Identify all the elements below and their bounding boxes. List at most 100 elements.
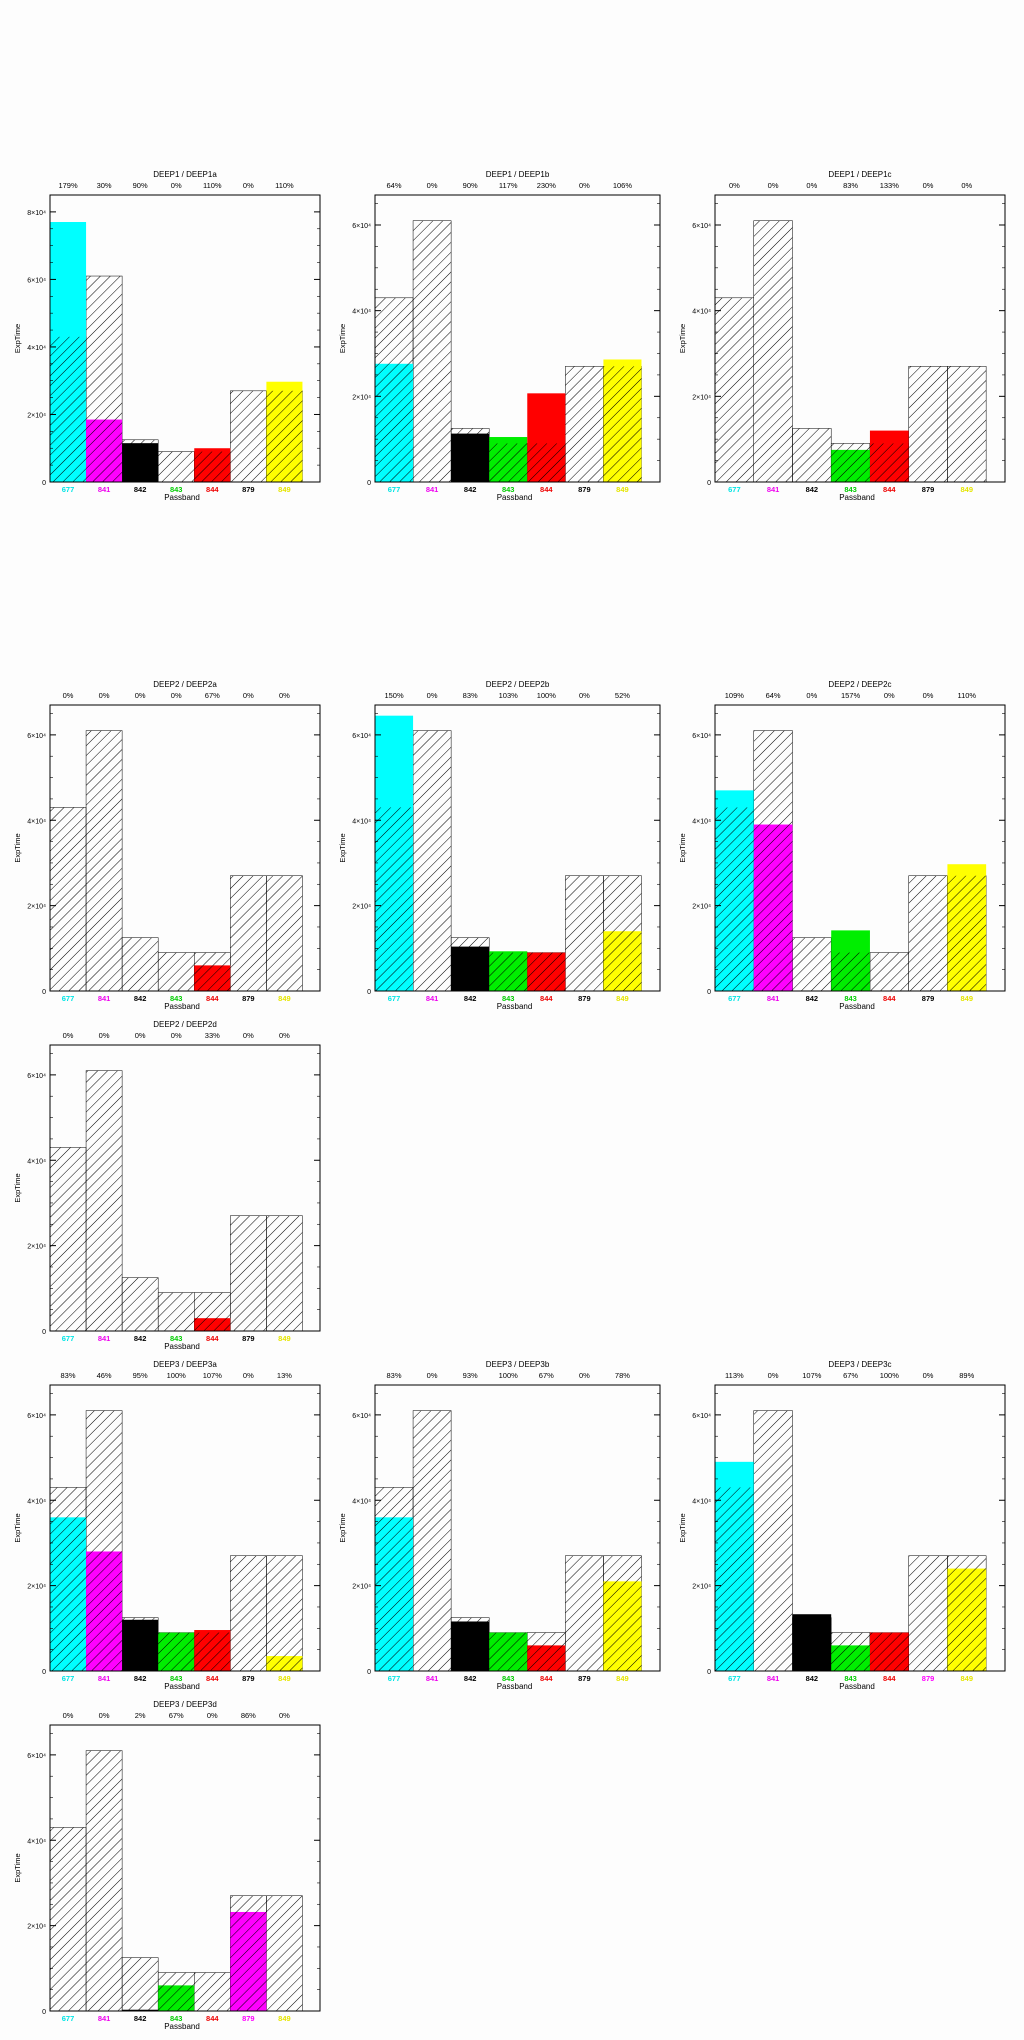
y-tick-label: 0 [367, 989, 371, 996]
category-label: 844 [883, 994, 896, 1003]
category-label: 677 [388, 485, 401, 494]
y-tick-label: 4×10⁴ [692, 309, 711, 316]
category-label: 841 [426, 994, 439, 1003]
y-axis-label: ExpTime [13, 324, 22, 353]
category-label: 844 [540, 994, 553, 1003]
percent-label: 0% [768, 181, 779, 190]
y-tick-label: 6×10⁴ [27, 733, 46, 740]
category-label: 844 [206, 2014, 219, 2023]
bar-hatch-overlay [451, 433, 490, 482]
chart-title: DEEP1 / DEEP1c [828, 170, 891, 179]
y-tick-label: 6×10⁴ [352, 223, 371, 230]
chart-panel: DEEP1 / DEEP1b 64% 0% 90% 117% 230% 0% 106% 0 2×1… [338, 170, 661, 502]
percent-label: 0% [923, 691, 934, 700]
category-label: 879 [242, 485, 255, 494]
percent-label: 64% [387, 181, 402, 190]
baseline-bar [157, 952, 195, 992]
y-tick-label: 6×10⁴ [692, 223, 711, 230]
y-tick-label: 4×10⁴ [352, 1498, 371, 1505]
x-axis-label: Passband [164, 1682, 200, 1691]
y-axis-label: ExpTime [678, 324, 687, 353]
category-label: 849 [278, 1674, 291, 1683]
category-label: 842 [464, 485, 477, 494]
plot-frame [714, 1384, 1006, 1672]
percent-label: 0% [171, 691, 182, 700]
category-label: 677 [62, 485, 75, 494]
percent-label: 0% [279, 1711, 290, 1720]
percent-label: 157% [841, 691, 861, 700]
bar-hatch-overlay [194, 1318, 231, 1331]
category-label: 842 [806, 1674, 819, 1683]
percent-label: 110% [957, 691, 976, 700]
category-label: 843 [170, 2014, 183, 2023]
plot-frame [49, 1724, 321, 2012]
y-tick-label: 2×10⁴ [27, 1924, 46, 1931]
percent-label: 0% [63, 691, 74, 700]
chart-panel: DEEP1 / DEEP1a 179% 30% 90% 0% 110% 0% 110% 0 2×1… [13, 170, 321, 502]
y-axis-label: ExpTime [338, 1513, 347, 1542]
bar-hatch-overlay [869, 1632, 909, 1671]
category-label: 677 [62, 2014, 75, 2023]
chart-panel: DEEP2 / DEEP2c 109% 64% 0% 157% 0% 0% 110% 0 2×10… [678, 680, 1006, 1011]
category-label: 841 [767, 1674, 780, 1683]
category-label: 879 [922, 1674, 935, 1683]
category-label: 843 [170, 485, 183, 494]
baseline-bar [412, 220, 452, 483]
baseline-bar [230, 1215, 267, 1332]
x-axis-label: Passband [164, 2022, 200, 2031]
plot-frame [49, 704, 321, 992]
category-label: 843 [844, 485, 857, 494]
category-label: 843 [502, 485, 515, 494]
y-tick-label: 0 [42, 989, 46, 996]
category-label: 843 [170, 994, 183, 1003]
baseline-bar [266, 1555, 303, 1672]
x-axis-label: Passband [839, 493, 875, 502]
percent-label: 83% [843, 181, 858, 190]
y-tick-label: 0 [367, 480, 371, 487]
y-axis-label: ExpTime [338, 833, 347, 862]
percent-label: 0% [768, 1371, 779, 1380]
baseline-bar [230, 390, 267, 483]
plot-frame [714, 704, 1006, 992]
y-tick-label: 2×10⁴ [27, 1584, 46, 1591]
baseline-bar [792, 937, 832, 992]
y-tick-label: 0 [707, 989, 711, 996]
percent-label: 0% [806, 181, 817, 190]
category-label: 849 [278, 1334, 291, 1343]
bar-hatch-overlay [50, 336, 87, 482]
percent-label: 179% [58, 181, 78, 190]
bar-hatch-overlay [194, 1632, 231, 1671]
bar-hatch-overlay [375, 363, 414, 482]
category-label: 841 [426, 1674, 439, 1683]
percent-label: 0% [243, 1371, 254, 1380]
category-label: 844 [540, 1674, 553, 1683]
bar-hatch-overlay [194, 451, 231, 482]
category-label: 849 [278, 485, 291, 494]
bar-hatch-overlay [527, 443, 566, 482]
category-label: 677 [62, 994, 75, 1003]
category-label: 879 [242, 994, 255, 1003]
y-tick-label: 4×10⁴ [27, 818, 46, 825]
category-label: 841 [98, 485, 111, 494]
bar-hatch-overlay [489, 443, 528, 482]
bar-hatch-overlay [451, 946, 490, 991]
category-label: 843 [502, 1674, 515, 1683]
y-tick-label: 6×10⁴ [692, 1413, 711, 1420]
baseline-bar [792, 428, 832, 483]
percent-label: 133% [880, 181, 900, 190]
bar-hatch-overlay [266, 1656, 303, 1671]
plot-frame [49, 1384, 321, 1672]
category-label: 879 [242, 1334, 255, 1343]
percent-label: 0% [884, 691, 895, 700]
bar-hatch-overlay [122, 443, 159, 482]
percent-label: 0% [171, 1031, 182, 1040]
category-label: 849 [278, 2014, 291, 2023]
bar-hatch-overlay [869, 443, 909, 482]
percent-label: 100% [880, 1371, 900, 1380]
bar-hatch-overlay [158, 1985, 195, 2011]
chart-title: DEEP2 / DEEP2b [486, 680, 550, 689]
bar-hatch-overlay [158, 1632, 195, 1671]
plot-frame [374, 194, 661, 483]
category-label: 843 [502, 994, 515, 1003]
y-tick-label: 8×10⁴ [27, 210, 46, 217]
